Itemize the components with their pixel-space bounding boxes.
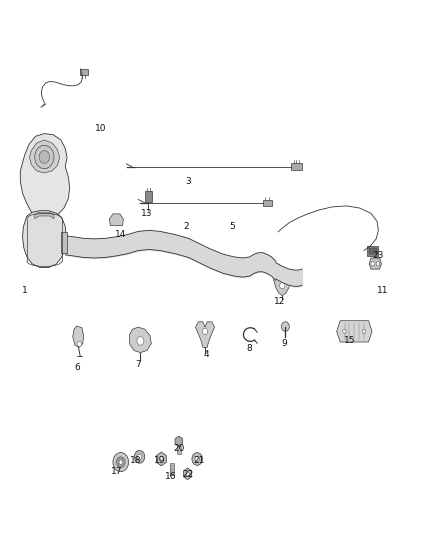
Circle shape	[280, 282, 285, 289]
Circle shape	[39, 151, 49, 164]
Circle shape	[192, 453, 202, 465]
Text: 13: 13	[141, 209, 153, 218]
Text: 11: 11	[377, 286, 389, 295]
Text: 21: 21	[194, 456, 205, 465]
Bar	[60, 232, 67, 253]
Circle shape	[119, 460, 123, 464]
Text: 5: 5	[229, 222, 235, 231]
Text: 10: 10	[95, 124, 107, 133]
Text: 18: 18	[130, 456, 142, 465]
Bar	[170, 463, 173, 475]
Circle shape	[362, 329, 366, 334]
Bar	[263, 199, 272, 206]
Text: 17: 17	[111, 467, 122, 475]
Text: 1: 1	[22, 286, 28, 295]
Text: 6: 6	[74, 363, 80, 372]
Polygon shape	[20, 134, 70, 220]
Text: 4: 4	[203, 350, 209, 359]
Circle shape	[202, 328, 208, 335]
Text: 22: 22	[182, 471, 193, 479]
Circle shape	[282, 322, 289, 332]
Circle shape	[117, 457, 125, 467]
Bar	[291, 163, 302, 170]
Circle shape	[35, 146, 54, 168]
Bar	[367, 246, 378, 256]
Polygon shape	[369, 258, 381, 269]
Circle shape	[159, 456, 163, 462]
Bar	[177, 446, 180, 454]
Text: 12: 12	[275, 296, 286, 305]
Text: 14: 14	[115, 230, 127, 239]
Polygon shape	[156, 452, 166, 466]
Bar	[145, 191, 152, 201]
Polygon shape	[337, 321, 372, 342]
Circle shape	[77, 342, 81, 347]
Text: 23: 23	[373, 252, 384, 260]
Circle shape	[195, 456, 199, 462]
Text: 20: 20	[173, 444, 184, 453]
Polygon shape	[195, 322, 215, 348]
Polygon shape	[22, 211, 66, 268]
Polygon shape	[175, 436, 183, 447]
Polygon shape	[130, 327, 151, 353]
Text: 9: 9	[282, 339, 287, 348]
Bar	[369, 248, 377, 254]
Text: 16: 16	[165, 472, 177, 481]
Circle shape	[186, 472, 189, 476]
Bar	[80, 69, 88, 75]
Polygon shape	[35, 212, 54, 219]
Text: 8: 8	[247, 344, 252, 353]
Circle shape	[138, 454, 142, 459]
Text: 7: 7	[135, 360, 141, 369]
Text: 3: 3	[186, 177, 191, 186]
Circle shape	[113, 453, 129, 472]
Polygon shape	[73, 326, 84, 348]
Polygon shape	[110, 214, 124, 225]
Polygon shape	[184, 468, 192, 480]
Polygon shape	[274, 276, 291, 296]
Text: 19: 19	[154, 456, 166, 465]
Circle shape	[376, 262, 380, 266]
Circle shape	[371, 262, 374, 266]
Circle shape	[137, 337, 144, 345]
Polygon shape	[29, 140, 60, 173]
Text: 15: 15	[344, 336, 356, 345]
Circle shape	[343, 329, 346, 334]
Text: 2: 2	[184, 222, 189, 231]
Circle shape	[134, 450, 145, 463]
